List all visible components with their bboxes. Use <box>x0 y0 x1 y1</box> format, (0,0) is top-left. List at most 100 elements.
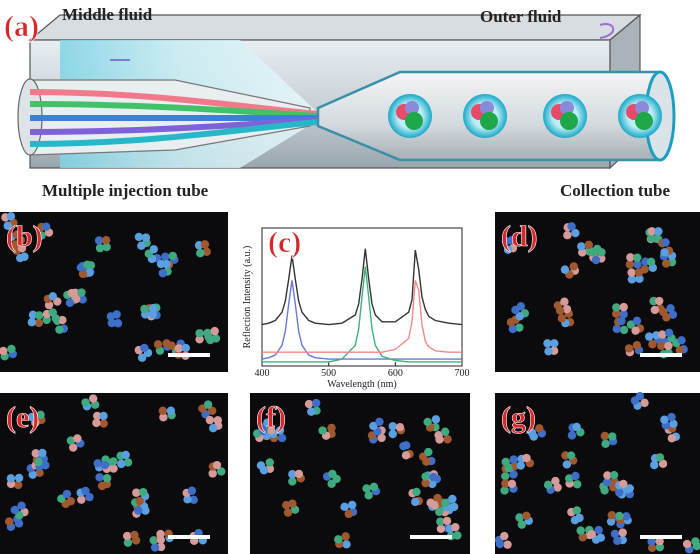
device-schematic <box>17 13 676 170</box>
particle <box>503 540 512 549</box>
particle <box>3 221 12 230</box>
particle <box>682 539 692 549</box>
particle <box>551 476 560 486</box>
core <box>560 112 578 130</box>
particle <box>571 228 580 238</box>
particle <box>17 244 27 253</box>
particle <box>543 480 553 490</box>
particle <box>28 310 38 320</box>
particle <box>77 288 86 297</box>
particle <box>451 523 460 532</box>
particle <box>101 236 111 245</box>
particle <box>570 515 580 525</box>
particle <box>344 509 353 519</box>
particle <box>97 481 107 491</box>
particle <box>168 251 177 261</box>
particle <box>658 459 668 468</box>
particle <box>622 512 631 521</box>
core <box>635 112 653 130</box>
particle <box>304 399 314 409</box>
particle <box>632 316 642 326</box>
spectrum-chart: Wavelength (nm) Reflection Intensity (a.… <box>236 212 476 392</box>
particle <box>507 236 516 245</box>
particle <box>566 451 576 460</box>
double-emulsions <box>388 94 662 138</box>
particle <box>516 302 526 311</box>
particle <box>55 325 64 334</box>
particle <box>217 467 226 476</box>
particle <box>435 507 444 517</box>
core <box>635 101 649 115</box>
particle <box>121 450 130 460</box>
particle <box>377 433 386 443</box>
particle <box>37 231 46 240</box>
particle <box>562 460 572 469</box>
particle <box>527 428 537 437</box>
panel-label: (d) <box>501 220 538 253</box>
particle <box>448 494 457 504</box>
particle <box>85 268 94 277</box>
particle <box>431 415 441 424</box>
particle <box>161 252 170 261</box>
particle <box>77 495 86 504</box>
annotation: Outer fluid <box>480 7 562 26</box>
flow-arrow <box>599 23 615 39</box>
particle <box>659 307 668 317</box>
particle <box>210 326 219 336</box>
particle <box>635 274 644 283</box>
particle <box>206 335 215 345</box>
panel-label: (b) <box>6 220 43 253</box>
particle <box>675 345 685 355</box>
particle <box>619 325 629 335</box>
particle <box>647 537 656 546</box>
particle <box>402 441 411 450</box>
particle <box>612 324 622 334</box>
green-thread <box>29 101 319 119</box>
particle <box>288 499 297 508</box>
particle <box>441 498 450 508</box>
particle <box>647 543 657 553</box>
particle <box>196 248 205 258</box>
particle <box>640 398 649 408</box>
particle <box>283 508 293 517</box>
particle <box>584 240 594 250</box>
particle <box>148 304 158 313</box>
particle <box>138 487 148 497</box>
particle <box>573 480 582 489</box>
particle <box>395 422 405 432</box>
series-line <box>262 266 462 363</box>
particle <box>667 412 676 422</box>
particle <box>28 470 37 479</box>
particle <box>515 513 524 522</box>
particle <box>646 257 656 267</box>
particle <box>38 448 47 458</box>
particle <box>517 520 527 529</box>
particle <box>203 328 212 338</box>
particle <box>625 260 635 269</box>
particle <box>156 542 166 552</box>
particle <box>550 339 559 348</box>
x-axis-label: Wavelength (nm) <box>327 379 396 390</box>
particle <box>99 411 108 421</box>
particle <box>618 528 627 537</box>
particle <box>615 488 624 497</box>
particle <box>626 253 635 262</box>
particle <box>650 460 659 470</box>
particle <box>41 222 51 231</box>
particle <box>275 426 285 435</box>
annotation: Multiple injection tube <box>42 181 209 200</box>
particle <box>134 232 144 242</box>
particle <box>158 406 168 416</box>
particle <box>654 227 663 236</box>
particle <box>208 424 218 433</box>
particle <box>76 263 86 272</box>
particle <box>78 295 87 304</box>
particle <box>563 231 572 240</box>
particle <box>615 511 624 521</box>
micrograph <box>0 212 228 372</box>
particle <box>4 517 14 526</box>
core <box>480 112 498 130</box>
particle <box>294 469 304 479</box>
particle <box>200 240 210 249</box>
particle <box>612 309 621 318</box>
